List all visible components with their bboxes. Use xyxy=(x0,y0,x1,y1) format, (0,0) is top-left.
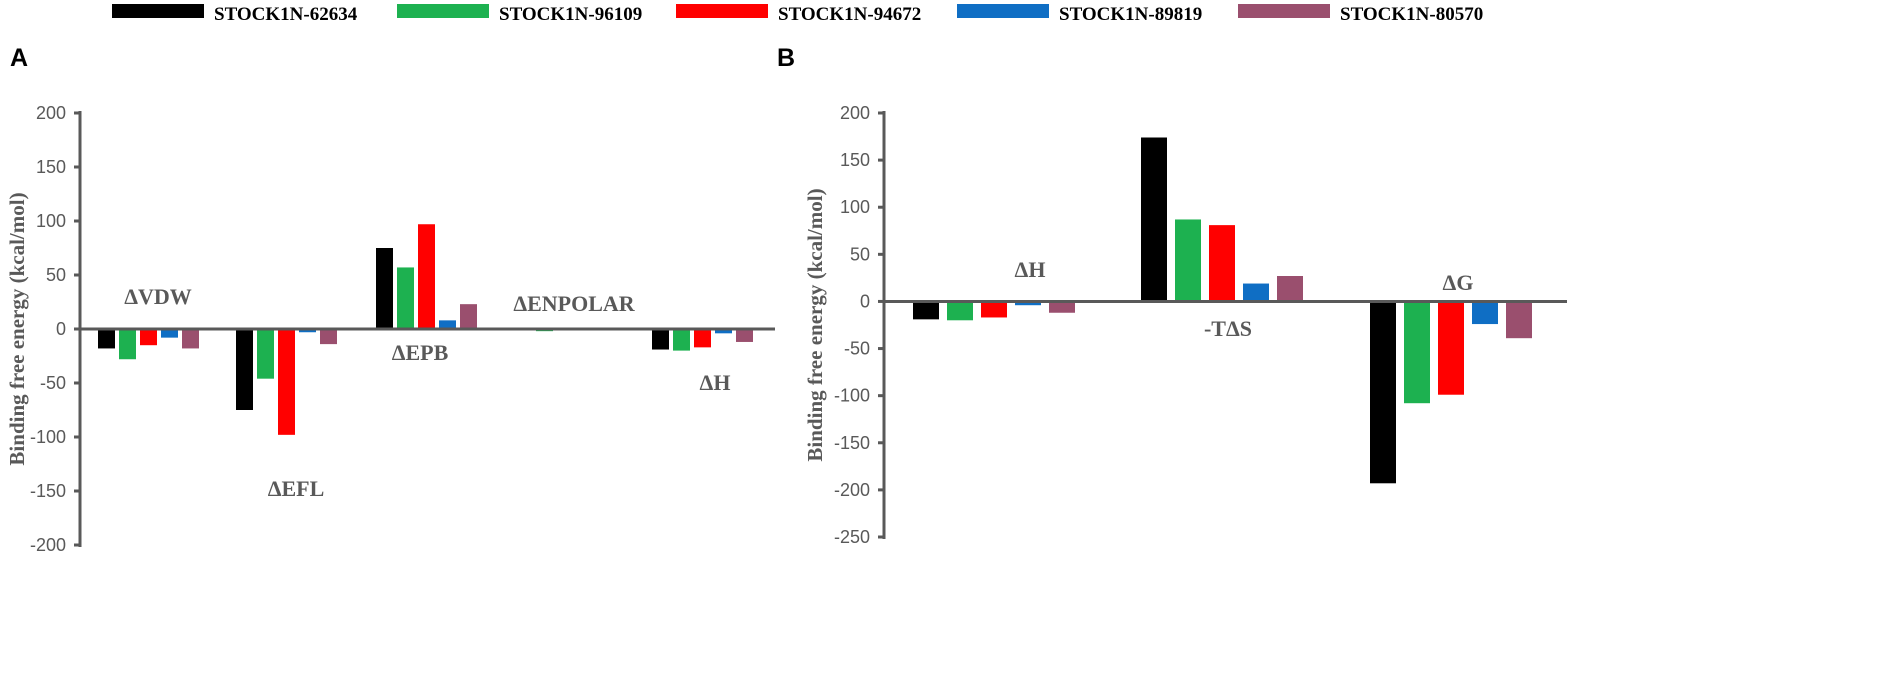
panel-a-category-label-delta-enpolar: ΔENPOLAR xyxy=(513,291,635,316)
panel-b-bar-tdelta-s-stock1n-94672 xyxy=(1209,225,1235,302)
panel-b-y-tick-label: 0 xyxy=(860,291,870,311)
panel-a-bar-delta-efl-stock1n-62634 xyxy=(236,329,253,410)
legend-swatch-stock1n-96109 xyxy=(397,4,489,18)
panel-b-category-label-delta-g: ΔG xyxy=(1443,270,1474,295)
panel-a-y-tick-label: 200 xyxy=(36,103,66,123)
legend-label-stock1n-80570: STOCK1N-80570 xyxy=(1340,4,1483,25)
panel-b-label: B xyxy=(777,44,795,72)
panel-a-bar-delta-vdw-stock1n-80570 xyxy=(182,329,199,349)
panel-a-bar-delta-efl-stock1n-96109 xyxy=(257,329,274,379)
panel-b-bar-tdelta-s-stock1n-89819 xyxy=(1243,283,1269,302)
panel-a-y-tick-label: 50 xyxy=(46,265,66,285)
panel-b-bar-delta-h-stock1n-96109 xyxy=(947,301,973,321)
panel-b-y-tick-label: -150 xyxy=(834,433,870,453)
panel-a-bar-delta-epb-stock1n-62634 xyxy=(376,248,393,329)
panel-a-y-tick-label: -200 xyxy=(30,535,66,555)
panel-a-label: A xyxy=(10,44,28,72)
panel-a-bar-delta-h-stock1n-62634 xyxy=(652,329,669,350)
panel-b-y-tick-label: -50 xyxy=(844,339,870,359)
panel-b-bar-delta-h-stock1n-94672 xyxy=(981,301,1007,318)
panel-a-category-label-delta-efl: ΔEFL xyxy=(268,476,325,501)
panel-b-bar-tdelta-s-stock1n-80570 xyxy=(1277,276,1303,302)
panel-b-bar-delta-h-stock1n-80570 xyxy=(1049,301,1075,313)
panel-a-y-tick-label: -100 xyxy=(30,427,66,447)
legend: STOCK1N-62634 STOCK1N-96109 STOCK1N-94672 S… xyxy=(112,4,1483,25)
panel-a-bar-delta-epb-stock1n-80570 xyxy=(460,304,477,329)
panel-a-bar-delta-h-stock1n-80570 xyxy=(736,329,753,342)
panel-b-bar-delta-h-stock1n-89819 xyxy=(1015,301,1041,306)
panel-a-bar-delta-efl-stock1n-94672 xyxy=(278,329,295,435)
panel-a-y-tick-label: 100 xyxy=(36,211,66,231)
legend-label-stock1n-96109: STOCK1N-96109 xyxy=(499,4,642,25)
panel-b-y-tick-label: -250 xyxy=(834,527,870,547)
legend-label-stock1n-94672: STOCK1N-94672 xyxy=(778,4,921,25)
panel-a-bar-delta-epb-stock1n-96109 xyxy=(397,267,414,329)
panel-a-category-label-delta-h: ΔH xyxy=(700,370,731,395)
panel-a-bar-delta-epb-stock1n-94672 xyxy=(418,224,435,329)
panel-a-y-tick-label: -150 xyxy=(30,481,66,501)
panel-a-chart: A Binding free energy (kcal/mol) -200 -150 -… xyxy=(5,44,775,555)
panel-b-bar-delta-g-stock1n-80570 xyxy=(1506,301,1532,339)
panel-b-y-tick-label: 150 xyxy=(840,150,870,170)
legend-swatch-stock1n-89819 xyxy=(957,4,1049,18)
panel-a-bar-delta-h-stock1n-94672 xyxy=(694,329,711,348)
panel-b-y-tick-label: 50 xyxy=(850,244,870,264)
legend-label-stock1n-89819: STOCK1N-89819 xyxy=(1059,4,1202,25)
panel-a-bar-delta-efl-stock1n-80570 xyxy=(320,329,337,345)
panel-a-bar-delta-h-stock1n-89819 xyxy=(715,329,732,334)
panel-b-bar-delta-g-stock1n-62634 xyxy=(1370,301,1396,484)
panel-b-y-tick-label: 200 xyxy=(840,103,870,123)
legend-swatch-stock1n-80570 xyxy=(1238,4,1330,18)
panel-a-y-tick-label: 150 xyxy=(36,157,66,177)
legend-swatch-stock1n-62634 xyxy=(112,4,204,18)
panel-a-bar-delta-efl-stock1n-89819 xyxy=(299,329,316,333)
panel-a-y-tick-label: -50 xyxy=(40,373,66,393)
panel-b-bar-delta-g-stock1n-94672 xyxy=(1438,301,1464,395)
panel-b-bar-delta-h-stock1n-62634 xyxy=(913,301,939,320)
panel-b-y-axis-label: Binding free energy (kcal/mol) xyxy=(803,188,827,461)
panel-a-bar-delta-vdw-stock1n-94672 xyxy=(140,329,157,346)
legend-swatch-stock1n-94672 xyxy=(676,4,768,18)
panel-a-bar-delta-vdw-stock1n-96109 xyxy=(119,329,136,360)
legend-label-stock1n-62634: STOCK1N-62634 xyxy=(214,4,358,25)
panel-b-y-tick-label: 100 xyxy=(840,197,870,217)
panel-b-chart: B Binding free energy (kcal/mol) -250 -200 -… xyxy=(777,44,1567,547)
panel-a-category-label-delta-vdw: ΔVDW xyxy=(124,284,192,309)
panel-b-bar-tdelta-s-stock1n-96109 xyxy=(1175,219,1201,302)
panel-b-y-tick-label: -100 xyxy=(834,386,870,406)
panel-b-category-label-tdelta-s: -TΔS xyxy=(1204,316,1252,341)
panel-a-bar-delta-h-stock1n-96109 xyxy=(673,329,690,351)
panel-a-y-tick-label: 0 xyxy=(56,319,66,339)
panel-b-bar-tdelta-s-stock1n-62634 xyxy=(1141,137,1167,302)
panel-a-y-axis-label: Binding free energy (kcal/mol) xyxy=(5,192,29,465)
panel-a-bar-delta-vdw-stock1n-62634 xyxy=(98,329,115,349)
panel-b-bar-delta-g-stock1n-96109 xyxy=(1404,301,1430,404)
panel-a-category-label-delta-epb: ΔEPB xyxy=(392,340,449,365)
panel-b-category-label-delta-h: ΔH xyxy=(1015,257,1046,282)
panel-b-y-tick-label: -200 xyxy=(834,480,870,500)
panel-a-bar-delta-vdw-stock1n-89819 xyxy=(161,329,178,338)
panel-a-bar-delta-epb-stock1n-89819 xyxy=(439,320,456,329)
panel-b-bar-delta-g-stock1n-89819 xyxy=(1472,301,1498,325)
